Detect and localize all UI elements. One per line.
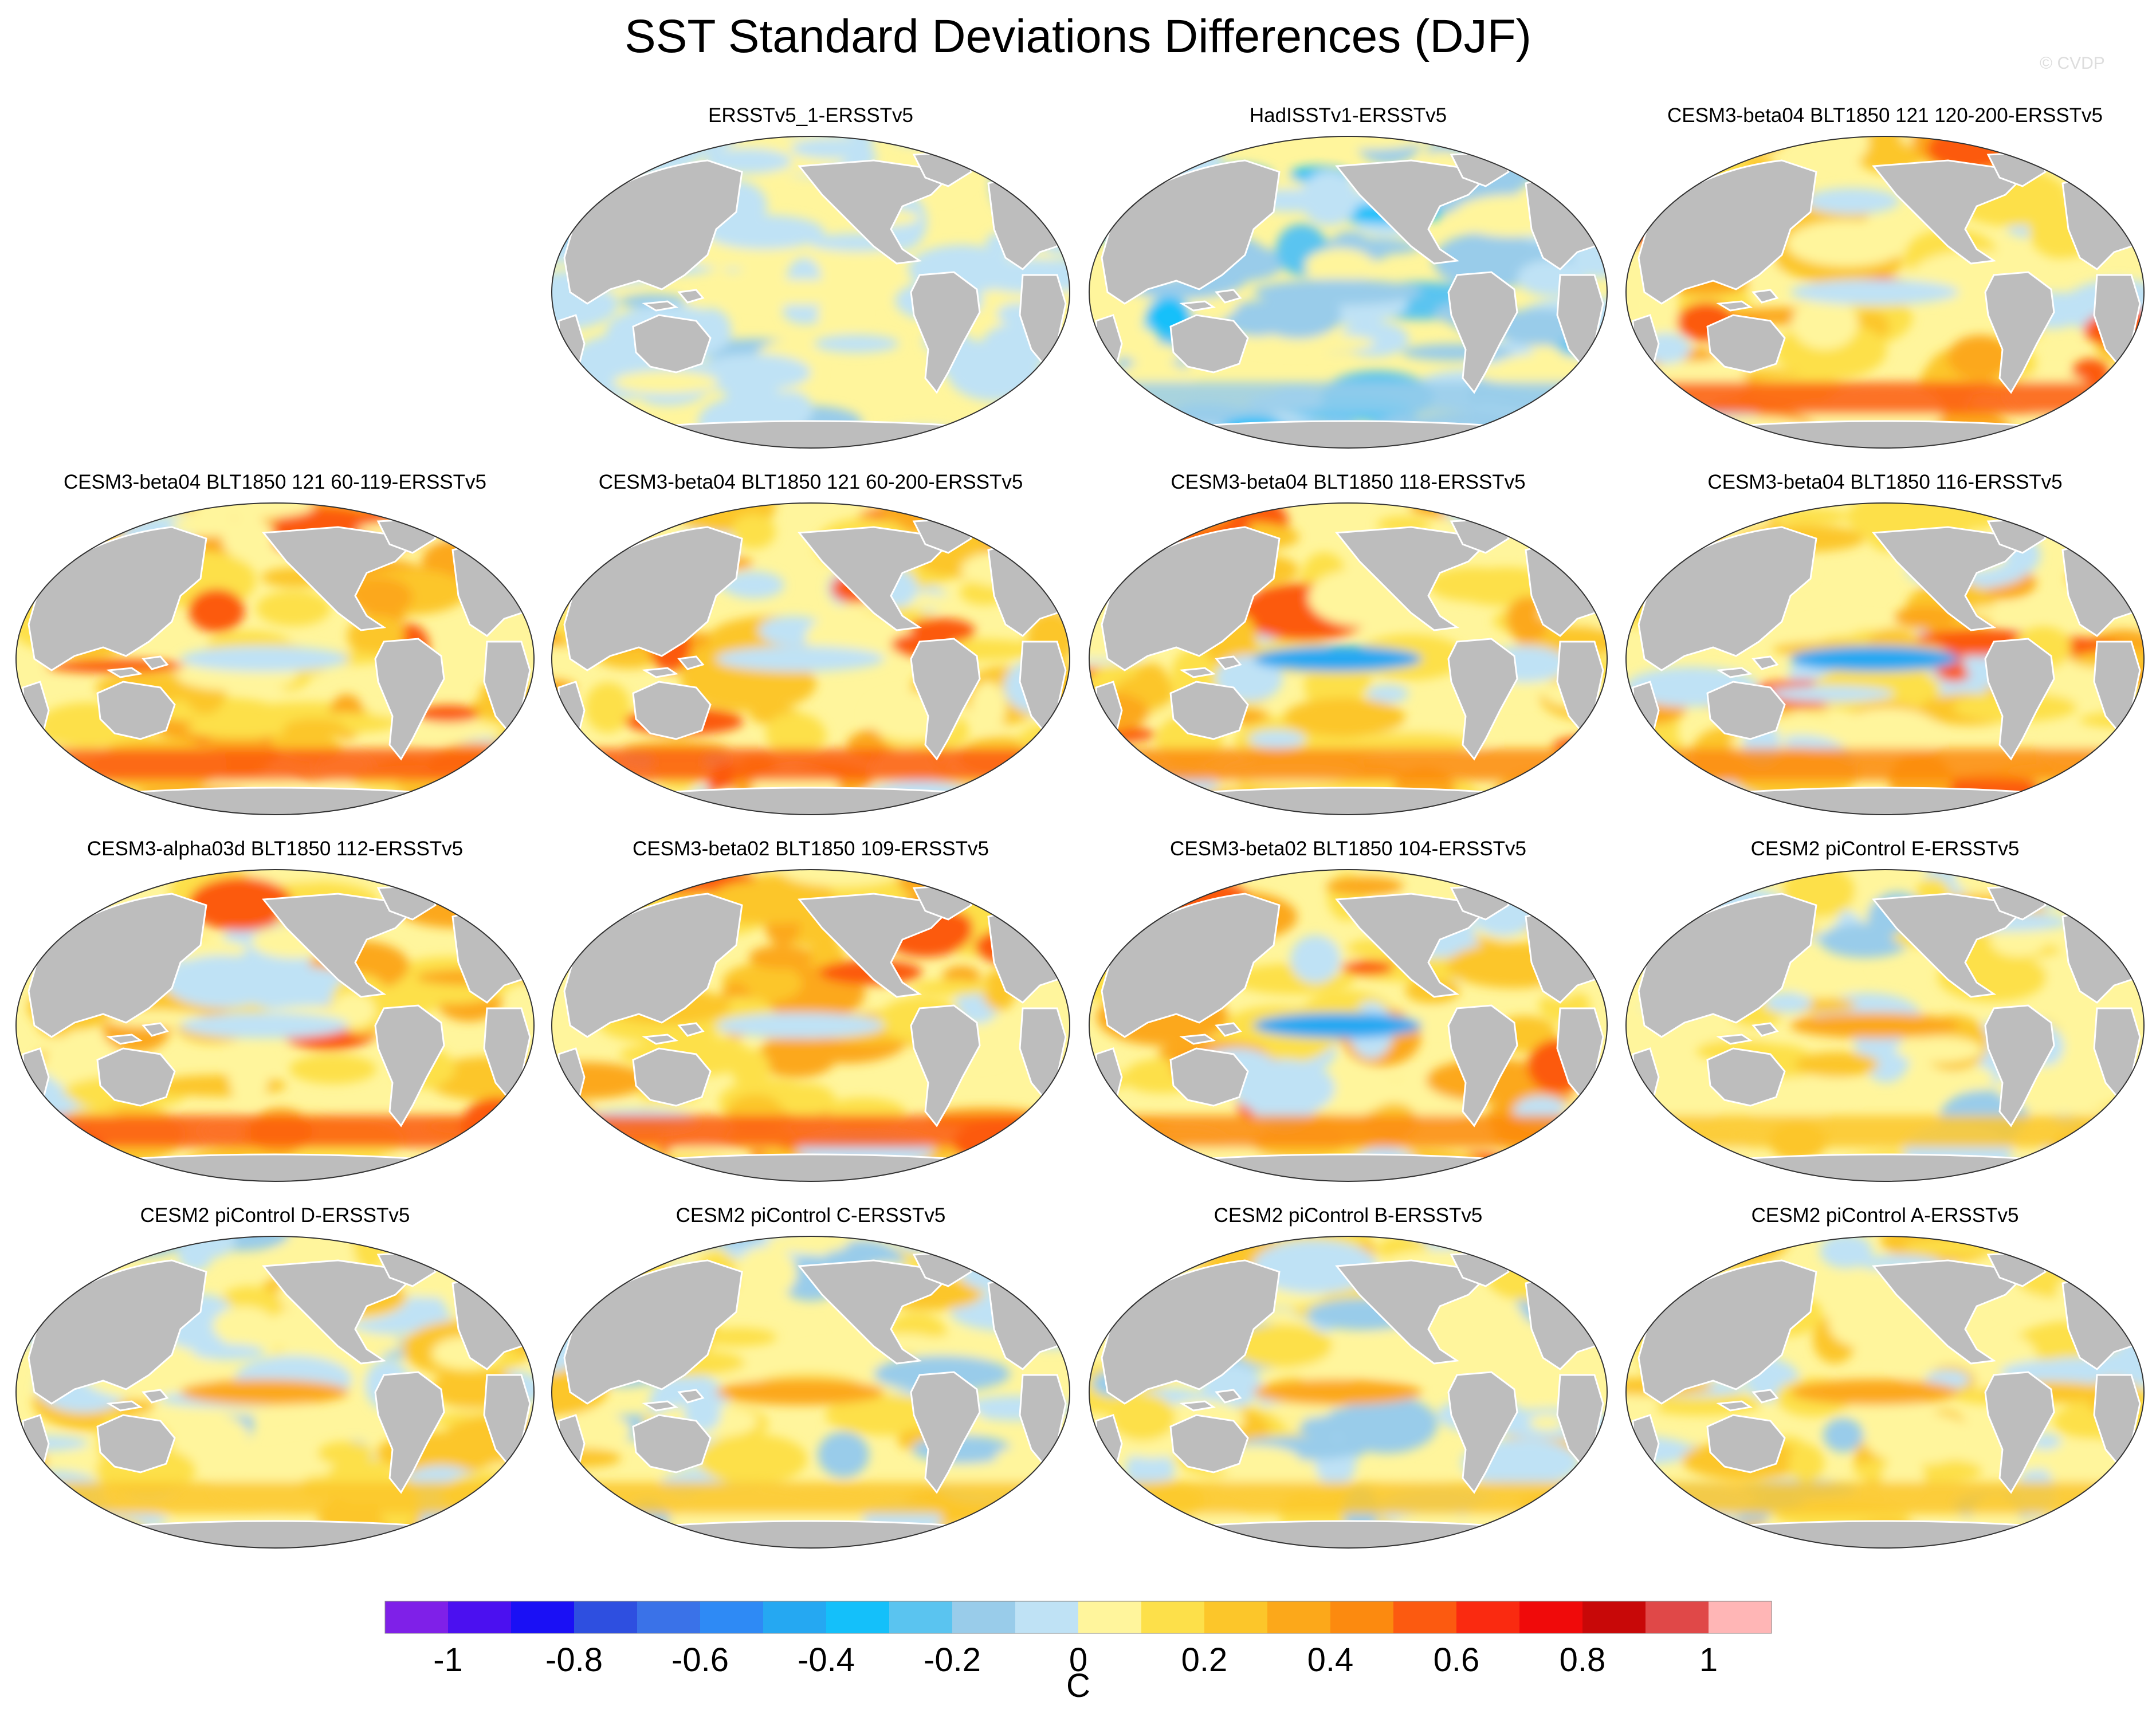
map-panel [15,1236,535,1549]
colorbar-swatch [1015,1601,1079,1633]
panel-title: CESM3-beta04 BLT1850 121 120-200-ERSSTv5 [1667,104,2103,127]
map-panel [1625,1236,2145,1549]
colorbar-tick-label: 0.4 [1307,1641,1354,1679]
chart-title: SST Standard Deviations Differences (DJF… [625,10,1531,62]
colorbar-swatch [1709,1601,1772,1633]
panel-title: CESM3-beta04 BLT1850 121 60-200-ERSSTv5 [598,471,1023,493]
colorbar-swatch [763,1601,827,1633]
map-panel [551,136,1070,449]
colorbar-tick-label: -0.8 [545,1641,603,1679]
colorbar-tick-label: -1 [433,1641,463,1679]
colorbar-swatch [448,1601,512,1633]
colorbar-tick-label: 0 [1069,1641,1088,1679]
colorbar [384,1601,1772,1634]
panel-title: CESM2 piControl C-ERSSTv5 [676,1204,946,1227]
colorbar-tick-label: 0.6 [1433,1641,1480,1679]
colorbar-swatch [1330,1601,1394,1633]
colorbar-swatch [1141,1601,1205,1633]
panel-title: CESM3-beta04 BLT1850 121 60-119-ERSSTv5 [63,471,486,493]
panel-title: CESM3-beta02 BLT1850 104-ERSSTv5 [1170,838,1526,860]
colorbar-tick-label: 1 [1699,1641,1718,1679]
colorbar-tick-label: -0.4 [798,1641,855,1679]
map-panel [1089,1236,1608,1549]
panel-title: CESM2 piControl D-ERSSTv5 [140,1204,410,1227]
colorbar-swatch [1456,1601,1520,1633]
watermark: © CVDP [2040,54,2105,73]
colorbar-tick-label: 0.8 [1559,1641,1606,1679]
colorbar-swatch [1204,1601,1268,1633]
colorbar-tick-label: -0.2 [924,1641,981,1679]
map-panel [1089,502,1608,815]
colorbar-swatch [952,1601,1016,1633]
panel-title: CESM2 piControl E-ERSSTv5 [1750,838,2020,860]
colorbar-swatch [574,1601,638,1633]
colorbar-tick-label: 0.2 [1181,1641,1228,1679]
colorbar-swatch [889,1601,953,1633]
map-panel [1625,136,2145,449]
map-panel [1625,502,2145,815]
colorbar-swatch [1582,1601,1646,1633]
panel-title: HadISSTv1-ERSSTv5 [1249,104,1447,127]
colorbar-swatch [700,1601,764,1633]
colorbar-swatch [826,1601,890,1633]
map-panel [15,869,535,1182]
panel-title: CESM3-alpha03d BLT1850 112-ERSSTv5 [87,838,464,860]
map-panel [551,1236,1070,1549]
panel-title: ERSSTv5_1-ERSSTv5 [708,104,913,127]
colorbar-swatch [1078,1601,1142,1633]
map-panel [1625,869,2145,1182]
colorbar-swatch [385,1601,449,1633]
panel-title: CESM2 piControl B-ERSSTv5 [1214,1204,1483,1227]
colorbar-swatch [1393,1601,1457,1633]
colorbar-tick-label: -0.6 [671,1641,729,1679]
map-panel [551,869,1070,1182]
colorbar-swatch [1646,1601,1709,1633]
panel-title: CESM3-beta02 BLT1850 109-ERSSTv5 [633,838,989,860]
colorbar-swatch [1267,1601,1331,1633]
map-panel [1089,869,1608,1182]
map-panel [15,502,535,815]
colorbar-unit-label: C [1066,1667,1090,1704]
colorbar-swatch [637,1601,701,1633]
colorbar-swatch [511,1601,575,1633]
map-panel [1089,136,1608,449]
panel-title: CESM3-beta04 BLT1850 116-ERSSTv5 [1707,471,2063,493]
panel-title: CESM3-beta04 BLT1850 118-ERSSTv5 [1171,471,1526,493]
map-panel [551,502,1070,815]
panel-title: CESM2 piControl A-ERSSTv5 [1751,1204,2019,1227]
colorbar-swatch [1519,1601,1583,1633]
